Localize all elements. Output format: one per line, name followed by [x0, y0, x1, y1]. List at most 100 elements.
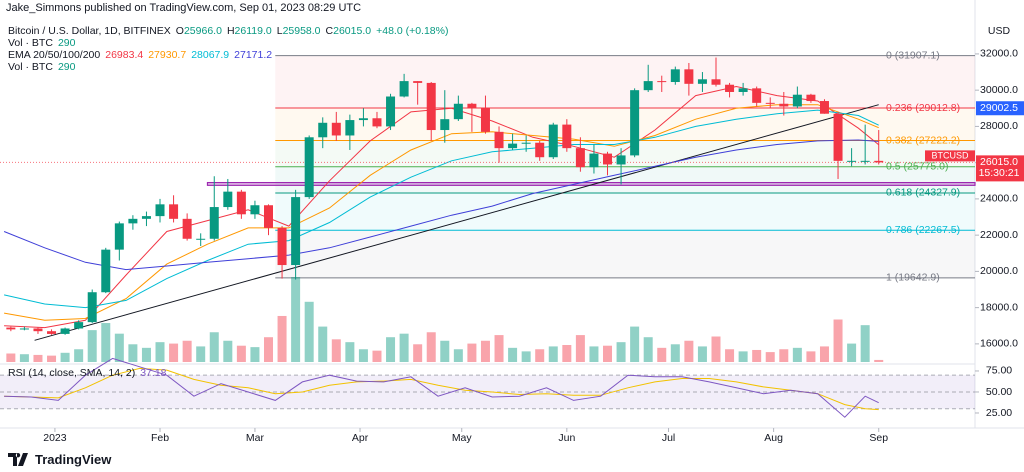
candle-body — [765, 102, 775, 104]
x-tick-label: Jul — [662, 432, 675, 444]
x-tick-label: May — [452, 432, 473, 444]
ema-value: 28067.9 — [191, 49, 230, 61]
candle-body — [860, 160, 870, 162]
candle-body — [630, 90, 640, 156]
brand-logo — [8, 453, 28, 466]
volume-bar — [819, 346, 829, 362]
volume-bar — [874, 359, 884, 362]
volume-bar — [657, 347, 667, 362]
candle-body — [277, 227, 287, 266]
volume-bar — [128, 344, 138, 362]
volume-bar — [480, 340, 490, 362]
candle-body — [752, 88, 762, 103]
candle-body — [806, 94, 816, 102]
volume-name: Vol · BTC — [8, 61, 53, 73]
volume-bar — [60, 352, 70, 362]
volume-bar — [508, 347, 518, 362]
fib-label: 0 (31907.1) — [886, 49, 940, 61]
volume-bar — [765, 352, 775, 362]
volume-bar — [453, 349, 463, 362]
rsi-value: 37.18 — [140, 367, 167, 379]
ema-line — [3, 109, 879, 309]
x-tick-label: 2023 — [43, 432, 67, 444]
fib-label: 0.236 (29012.8) — [886, 102, 960, 114]
volume-bar — [358, 349, 368, 362]
candle-body — [182, 218, 192, 239]
change: +48.0 (+0.18%) — [376, 25, 449, 37]
y-tick-label: 32000.0 — [980, 48, 1018, 60]
price-tag — [976, 155, 1024, 182]
symbol-tag — [925, 150, 975, 162]
symbol: Bitcoin / U.S. Dollar, 1D, BITFINEX — [8, 25, 171, 37]
candle-body — [223, 191, 233, 208]
volume-bar — [494, 335, 504, 362]
rsi-title: RSI (14, close, SMA, 14, 2) — [8, 367, 136, 379]
candle-body — [738, 88, 748, 92]
volume-bar — [562, 345, 572, 362]
y-tick-label: 20000.0 — [980, 265, 1018, 277]
candle-body — [603, 153, 613, 165]
ema-line — [3, 139, 879, 271]
candle-body — [196, 238, 206, 240]
fib-label: 1 (19642.9) — [886, 272, 940, 284]
fib-label: 0.618 (24327.9) — [886, 187, 960, 199]
volume-bar — [860, 325, 870, 362]
volume-bar — [413, 344, 423, 362]
candle-body — [263, 205, 273, 228]
volume-value: 290 — [57, 61, 76, 73]
volume-bar — [806, 351, 816, 362]
volume-bar — [616, 342, 626, 362]
trend-line — [34, 104, 879, 341]
ema-line — [4, 104, 879, 321]
ohlc-value: 25958.0 — [282, 25, 321, 37]
volume-bar — [223, 340, 233, 362]
ohlc-value: 25966.0 — [183, 25, 222, 37]
ema-legend: EMA 20/50/100/200 26983.4 27930.7 28067.9 27… — [8, 49, 277, 61]
x-tick-label: Feb — [151, 432, 169, 444]
candle-body — [318, 122, 328, 138]
volume-value: 290 — [57, 37, 76, 49]
rsi-legend: RSI (14, close, SMA, 14, 2) 37.18 — [8, 367, 172, 379]
candle-body — [643, 81, 653, 91]
volume-bar — [318, 326, 328, 362]
volume-bar — [169, 343, 179, 362]
candle-body — [589, 153, 599, 168]
ema-name: EMA 20/50/100/200 — [8, 49, 101, 61]
volume-bar — [345, 342, 355, 362]
volume-bar — [291, 277, 301, 362]
candle-body — [47, 331, 57, 334]
rsi-sma-line — [4, 367, 879, 411]
candle-body — [711, 79, 721, 85]
candle-body — [141, 216, 151, 219]
ema-value: 27171.2 — [234, 49, 273, 61]
x-tick-label: Apr — [352, 432, 369, 444]
volume-bar — [426, 332, 436, 362]
volume-bar — [711, 336, 721, 362]
candle-body — [345, 120, 355, 136]
volume-bar — [697, 346, 707, 362]
candle-body — [440, 119, 450, 131]
candle-body — [494, 131, 504, 149]
candle-body — [399, 81, 409, 97]
volume-bar — [87, 330, 97, 362]
candle-body — [331, 122, 341, 136]
y-tick-label: 28000.0 — [980, 120, 1018, 132]
candle-body — [128, 218, 138, 224]
candle-body — [548, 124, 558, 158]
candle-body — [684, 69, 694, 84]
volume-bar — [47, 355, 57, 362]
candle-body — [575, 148, 585, 168]
volume-bar — [589, 346, 599, 362]
volume-bar — [209, 332, 219, 362]
x-tick-label: Mar — [246, 432, 265, 444]
candle-body — [657, 81, 667, 83]
volume-bar — [277, 315, 287, 362]
fib-label: 0.786 (22267.5) — [886, 224, 960, 236]
rsi-y-tick-label: 50.00 — [986, 386, 1012, 398]
candle-body — [19, 328, 29, 330]
volume-bar — [535, 349, 545, 362]
volume-bar — [101, 323, 111, 362]
candle-body — [291, 197, 301, 266]
volume-bar — [155, 342, 165, 362]
